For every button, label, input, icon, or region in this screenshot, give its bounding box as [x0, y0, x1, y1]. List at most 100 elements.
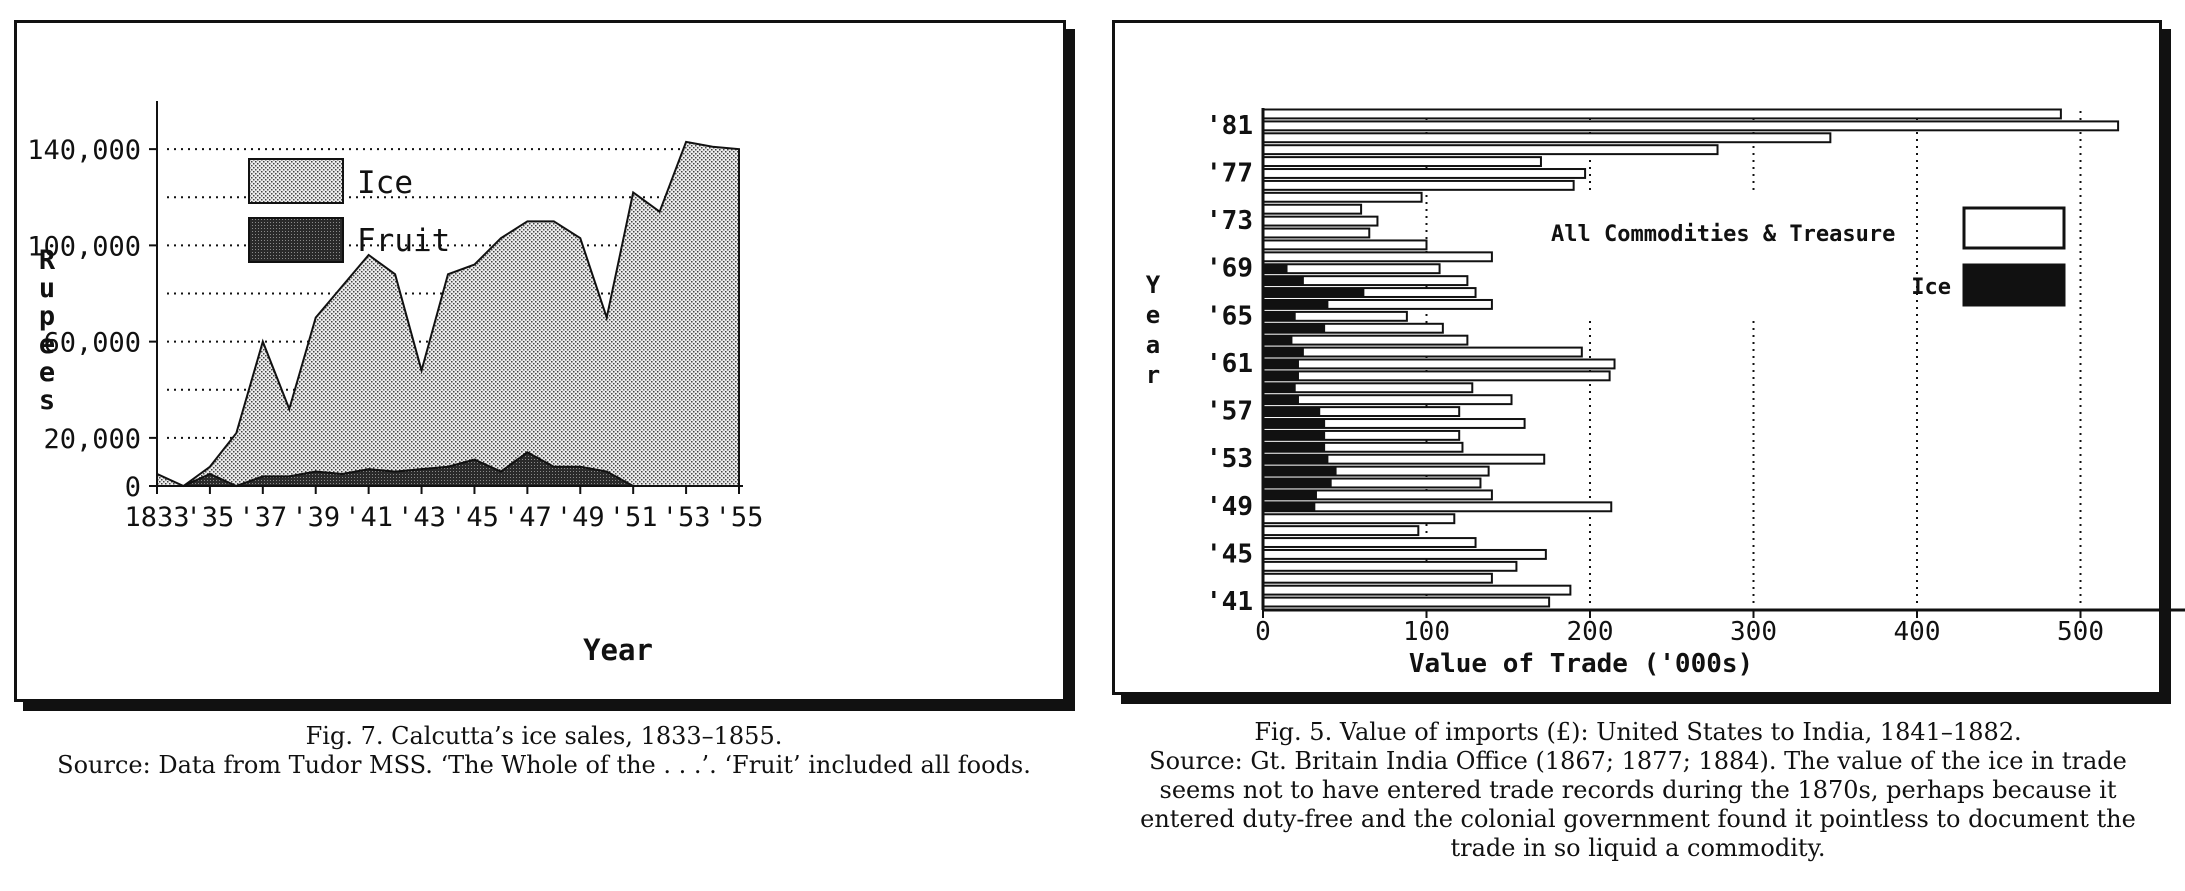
x-tick-label: 200 — [1567, 617, 1614, 647]
tick-labels: 140,000 100,000 60,000 20,000 01833'35'37'39… — [27, 135, 763, 533]
y-axis-title: Year — [1146, 271, 1161, 389]
caption-line: seems not to have entered trade records … — [1159, 776, 2117, 804]
y-axis-title-letter: p — [39, 301, 55, 332]
bar-ice — [1263, 454, 1329, 464]
bar-ice — [1263, 407, 1321, 417]
bar-ice — [1263, 323, 1326, 333]
bar-all-commodities — [1262, 525, 1420, 537]
bar-ice — [1263, 395, 1299, 405]
bar-all-commodities — [1262, 513, 1456, 525]
bar-all-commodities — [1262, 156, 1542, 168]
x-tick-label: '41 — [344, 502, 393, 533]
bar-ice — [1263, 430, 1326, 440]
y-tick-label: '57 — [1206, 397, 1253, 427]
bar-all-commodities — [1262, 537, 1477, 548]
trade-imports-chart: 0100200300400500600'81'77'73'69'65'61'57… — [1146, 108, 2185, 679]
y-tick-label: 140,000 — [27, 135, 141, 166]
bar-ice — [1263, 311, 1296, 321]
x-tick-label: '37 — [238, 502, 287, 533]
y-tick-label: '77 — [1206, 158, 1253, 188]
caption-line: entered duty-free and the colonial gover… — [1140, 805, 2136, 833]
y-tick-label: '53 — [1206, 444, 1253, 474]
caption-line: Fig. 7. Calcutta’s ice sales, 1833–1855. — [305, 722, 783, 750]
legend-box — [1543, 193, 1913, 316]
legend-label-ice: Ice — [357, 165, 413, 201]
bar-all-commodities — [1262, 560, 1518, 572]
bar-all-commodities — [1262, 191, 1423, 203]
y-tick-label: 20,000 — [43, 424, 141, 455]
bar-all-commodities — [1262, 239, 1428, 251]
y-axis-title-letter: u — [39, 273, 55, 304]
y-tick-label: 0 — [125, 472, 141, 503]
legend-label-all: All Commodities & Treasure — [1551, 222, 1895, 247]
bar-all-commodities — [1262, 584, 1572, 596]
y-axis-title-letter: e — [1146, 301, 1160, 329]
y-tick-label: '61 — [1206, 349, 1253, 379]
caption-line: Source: Gt. Britain India Office (1867; … — [1149, 747, 2127, 775]
bar-ice — [1263, 359, 1299, 369]
bar-ice — [1263, 502, 1316, 512]
legend-swatch-fruit — [248, 217, 344, 263]
area-ice — [156, 140, 740, 488]
bar-all-commodities — [1262, 263, 1441, 275]
bar-all-commodities — [1262, 334, 1469, 346]
legend-label-fruit: Fruit — [357, 223, 450, 259]
legend-swatch-ice — [248, 158, 344, 204]
grid-lines — [1425, 111, 2082, 608]
ice-sales-chart-panel: 140,000 100,000 60,000 20,000 0 1833'35'37'39… — [14, 20, 1066, 702]
y-tick-label: '69 — [1206, 254, 1253, 284]
x-tick-label: '53 — [662, 502, 711, 533]
bar-all-commodities — [1262, 596, 1551, 608]
y-tick-label: '73 — [1206, 206, 1253, 236]
bar-ice — [1263, 335, 1293, 345]
bar-all-commodities — [1262, 215, 1379, 227]
trade-imports-chart-panel: 0100200300400500600'81'77'73'69'65'61'57… — [1112, 20, 2185, 695]
bar-all-commodities — [1262, 346, 1583, 358]
bar-all-commodities — [1262, 227, 1371, 239]
x-tick-label: 500 — [2057, 617, 2104, 647]
bar-ice — [1263, 288, 1365, 297]
x-tick-label: '35 — [186, 502, 235, 533]
x-tick-label: '49 — [556, 502, 605, 533]
caption-line: Fig. 5. Value of imports (£): United Sta… — [1254, 718, 2022, 746]
bar-all-commodities — [1262, 251, 1493, 263]
x-tick-label: '43 — [397, 502, 446, 533]
y-axis-title-letter: r — [1146, 361, 1160, 389]
bar-ice — [1263, 371, 1299, 381]
figure-5-caption: Fig. 5. Value of imports (£): United Sta… — [1105, 718, 2171, 863]
bar-ice — [1263, 383, 1296, 393]
caption-line: Source: Data from Tudor MSS. ‘The Whole … — [57, 751, 1031, 779]
bar-ice — [1263, 419, 1326, 428]
bar-all-commodities — [1262, 144, 1719, 156]
y-tick-label: 60,000 — [43, 328, 141, 359]
y-tick-label: '49 — [1206, 492, 1253, 522]
y-tick-label: '41 — [1206, 587, 1253, 617]
y-axis-title-letter: e — [39, 357, 55, 388]
x-tick-label: 100 — [1403, 617, 1450, 647]
bar-ice — [1263, 264, 1288, 274]
x-tick-label: 400 — [1894, 617, 1941, 647]
x-tick-label: '55 — [715, 502, 764, 533]
bar-ice — [1263, 466, 1337, 476]
bar-all-commodities — [1262, 548, 1547, 560]
bar-all-commodities — [1262, 370, 1611, 382]
y-tick-label: '45 — [1206, 539, 1253, 569]
legend: Ice Fruit — [248, 158, 450, 263]
ice-sales-chart: 140,000 100,000 60,000 20,000 01833'35'37'39… — [27, 101, 763, 667]
x-axis-title: Year — [583, 633, 653, 667]
bar-all-commodities — [1262, 120, 2120, 132]
bar-all-commodities — [1262, 358, 1616, 370]
bar-layer — [1262, 108, 2120, 608]
x-tick-label: '45 — [450, 502, 499, 533]
legend-label-ice: Ice — [1911, 275, 1951, 300]
legend-swatch-all — [1962, 206, 2066, 250]
y-tick-label: '81 — [1206, 111, 1253, 141]
x-axis-title: Value of Trade ('000s) — [1409, 649, 1753, 679]
legend-swatch-ice — [1962, 263, 2066, 307]
x-tick-label: '39 — [291, 502, 340, 533]
x-tick-label: 1833 — [124, 502, 189, 533]
x-tick-label: 300 — [1730, 617, 1777, 647]
y-axis-title-letter: a — [1146, 331, 1160, 359]
y-axis-title-letter: s — [39, 385, 55, 416]
y-axis-title-letter: R — [39, 245, 56, 276]
